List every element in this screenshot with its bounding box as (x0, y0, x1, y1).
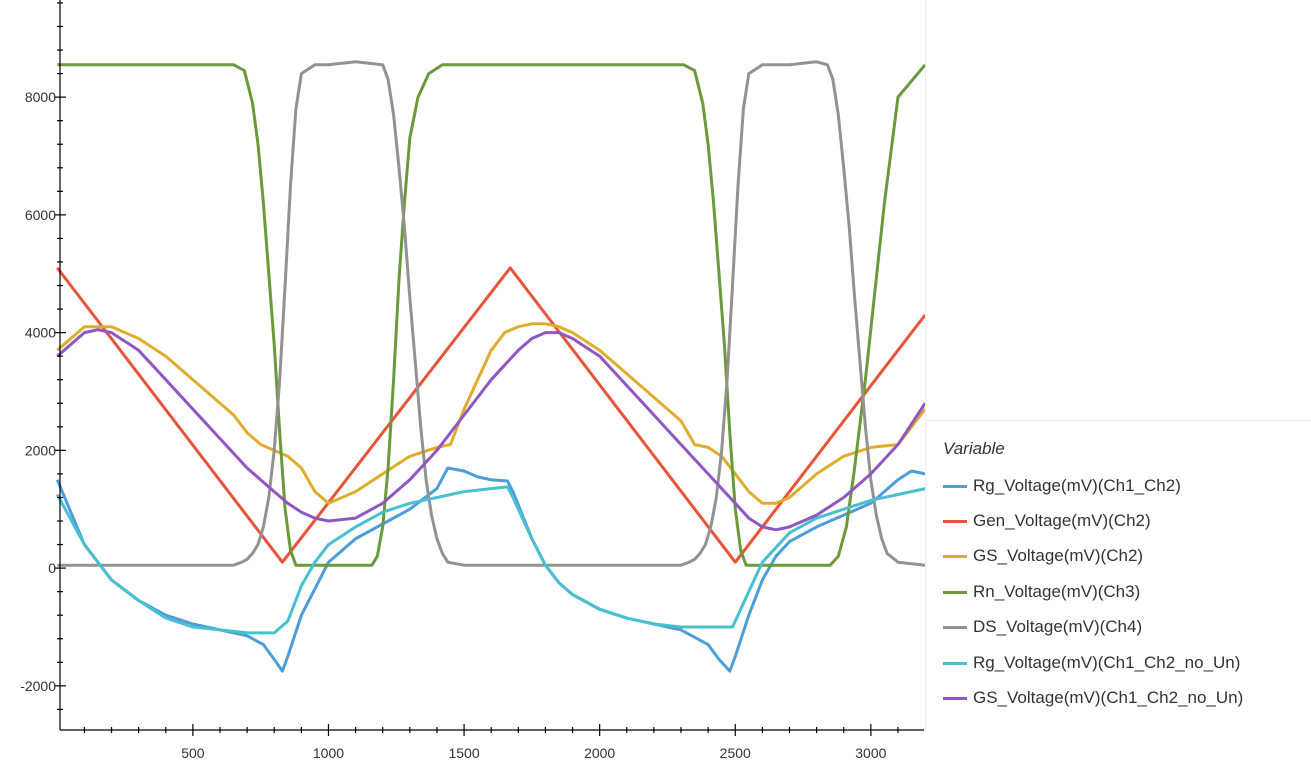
legend-label: Gen_Voltage(mV)(Ch2) (973, 511, 1151, 530)
legend-item-rg-ch1-ch2[interactable]: Rg_Voltage(mV)(Ch1_Ch2) (943, 474, 1181, 498)
legend-item-rg-no-un[interactable]: Rg_Voltage(mV)(Ch1_Ch2_no_Un) (943, 651, 1240, 675)
legend-swatch (943, 696, 967, 700)
y-tick-label: 2000 (25, 442, 56, 458)
legend-swatch (943, 519, 967, 523)
x-tick-label: 3000 (855, 745, 886, 761)
legend-swatch (943, 590, 967, 594)
series-line-0 (55, 466, 926, 673)
series-line-5 (55, 485, 926, 635)
legend-label: Rg_Voltage(mV)(Ch1_Ch2_no_Un) (973, 653, 1241, 672)
x-tick-label: 1000 (313, 745, 344, 761)
x-tick-label: 500 (181, 745, 205, 761)
x-tick-label: 1500 (448, 745, 479, 761)
legend-item-rn-ch3[interactable]: Rn_Voltage(mV)(Ch3) (943, 580, 1140, 604)
legend-label: Rg_Voltage(mV)(Ch1_Ch2) (973, 476, 1181, 495)
legend-swatch (943, 484, 967, 488)
series-line-3 (57, 63, 927, 567)
legend-item-ds-ch4[interactable]: DS_Voltage(mV)(Ch4) (943, 615, 1142, 639)
y-tick-label: 4000 (25, 325, 56, 341)
legend-swatch (943, 661, 967, 665)
legend-item-gs-no-un[interactable]: GS_Voltage(mV)(Ch1_Ch2_no_Un) (943, 686, 1243, 710)
legend-swatch (943, 554, 967, 558)
legend: Variable Rg_Voltage(mV)(Ch1_Ch2) Gen_Vol… (925, 420, 1311, 731)
y-tick-label: -2000 (20, 678, 56, 694)
series-line-1 (56, 266, 927, 564)
axes: -2000 0 2000 4000 6000 8000 500 1000 1500 2000 250… (20, 0, 924, 761)
legend-label: GS_Voltage(mV)(Ch1_Ch2_no_Un) (973, 688, 1244, 707)
panel-divider (925, 0, 926, 420)
legend-label: GS_Voltage(mV)(Ch2) (973, 546, 1144, 565)
series-line-6 (56, 328, 927, 532)
y-tick-label: 0 (48, 560, 56, 576)
legend-swatch (943, 625, 967, 629)
y-tick-label: 6000 (25, 207, 56, 223)
legend-item-gs-ch2[interactable]: GS_Voltage(mV)(Ch2) (943, 544, 1143, 568)
legend-label: Rn_Voltage(mV)(Ch3) (973, 582, 1141, 601)
legend-title: Variable (943, 439, 1005, 458)
series-lines (55, 60, 927, 673)
series-line-2 (56, 322, 927, 505)
series-line-4 (57, 60, 926, 567)
x-tick-label: 2000 (584, 745, 615, 761)
legend-item-gen-ch2[interactable]: Gen_Voltage(mV)(Ch2) (943, 509, 1151, 533)
x-tick-label: 2500 (720, 745, 751, 761)
y-tick-label: 8000 (25, 89, 56, 105)
legend-label: DS_Voltage(mV)(Ch4) (973, 617, 1143, 636)
